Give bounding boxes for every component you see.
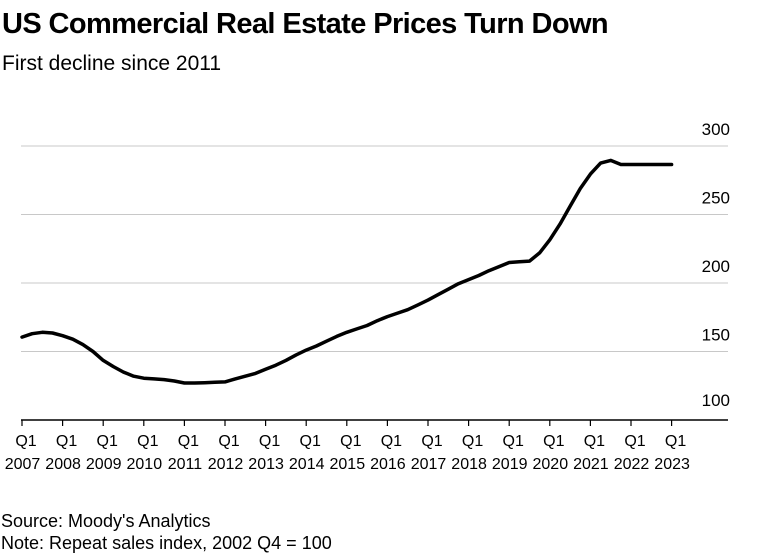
source-note: Source: Moody's Analytics <box>1 511 211 531</box>
series-line <box>20 158 674 385</box>
x-axis-ticks <box>21 420 673 426</box>
y-tick-label: 150 <box>702 326 730 345</box>
x-tick-quarter: Q1 <box>259 433 280 450</box>
y-tick-label: 100 <box>702 391 730 410</box>
x-tick-quarter: Q1 <box>503 433 524 450</box>
x-tick-quarter: Q1 <box>462 433 483 450</box>
x-axis-labels: Q1 2007 Q1 2008 Q1 2009 Q1 2010 Q1 2011 Q1 2012 Q1 20… <box>5 433 690 473</box>
x-tick-year: 2022 <box>614 456 650 473</box>
x-tick-quarter: Q1 <box>665 433 686 450</box>
x-tick-quarter: Q1 <box>218 433 239 450</box>
x-tick-year: 2013 <box>248 456 284 473</box>
x-tick-year: 2015 <box>330 456 366 473</box>
x-tick-quarter: Q1 <box>97 433 118 450</box>
chart-subtitle: First decline since 2011 <box>2 52 222 75</box>
x-tick-quarter: Q1 <box>15 433 36 450</box>
x-tick-quarter: Q1 <box>340 433 361 450</box>
x-tick-year: 2021 <box>573 456 609 473</box>
x-tick-year: 2023 <box>654 456 690 473</box>
x-tick-year: 2014 <box>289 456 325 473</box>
x-tick-year: 2020 <box>533 456 569 473</box>
x-tick-year: 2011 <box>168 456 203 473</box>
x-tick-quarter: Q1 <box>624 433 645 450</box>
x-tick-quarter: Q1 <box>584 433 605 450</box>
x-tick-quarter: Q1 <box>178 433 199 450</box>
x-tick-year: 2017 <box>411 456 447 473</box>
x-tick-quarter: Q1 <box>421 433 442 450</box>
x-tick-quarter: Q1 <box>543 433 564 450</box>
x-tick-quarter: Q1 <box>137 433 158 450</box>
x-tick-quarter: Q1 <box>300 433 321 450</box>
x-tick-year: 2010 <box>127 456 163 473</box>
gridlines <box>21 145 728 352</box>
y-axis-labels: 100 150 200 250 300 <box>702 120 730 410</box>
x-tick-quarter: Q1 <box>56 433 77 450</box>
x-tick-year: 2008 <box>45 456 81 473</box>
x-tick-quarter: Q1 <box>381 433 402 450</box>
x-tick-year: 2019 <box>492 456 528 473</box>
x-tick-year: 2009 <box>86 456 122 473</box>
y-tick-label: 250 <box>702 189 730 208</box>
x-tick-year: 2007 <box>5 456 41 473</box>
x-tick-year: 2012 <box>208 456 244 473</box>
chart-title: US Commercial Real Estate Prices Turn Do… <box>2 8 609 40</box>
methodology-note: Note: Repeat sales index, 2002 Q4 = 100 <box>1 533 332 553</box>
x-tick-year: 2016 <box>370 456 406 473</box>
x-tick-year: 2018 <box>451 456 487 473</box>
y-tick-label: 300 <box>702 120 730 139</box>
y-tick-label: 200 <box>702 257 730 276</box>
